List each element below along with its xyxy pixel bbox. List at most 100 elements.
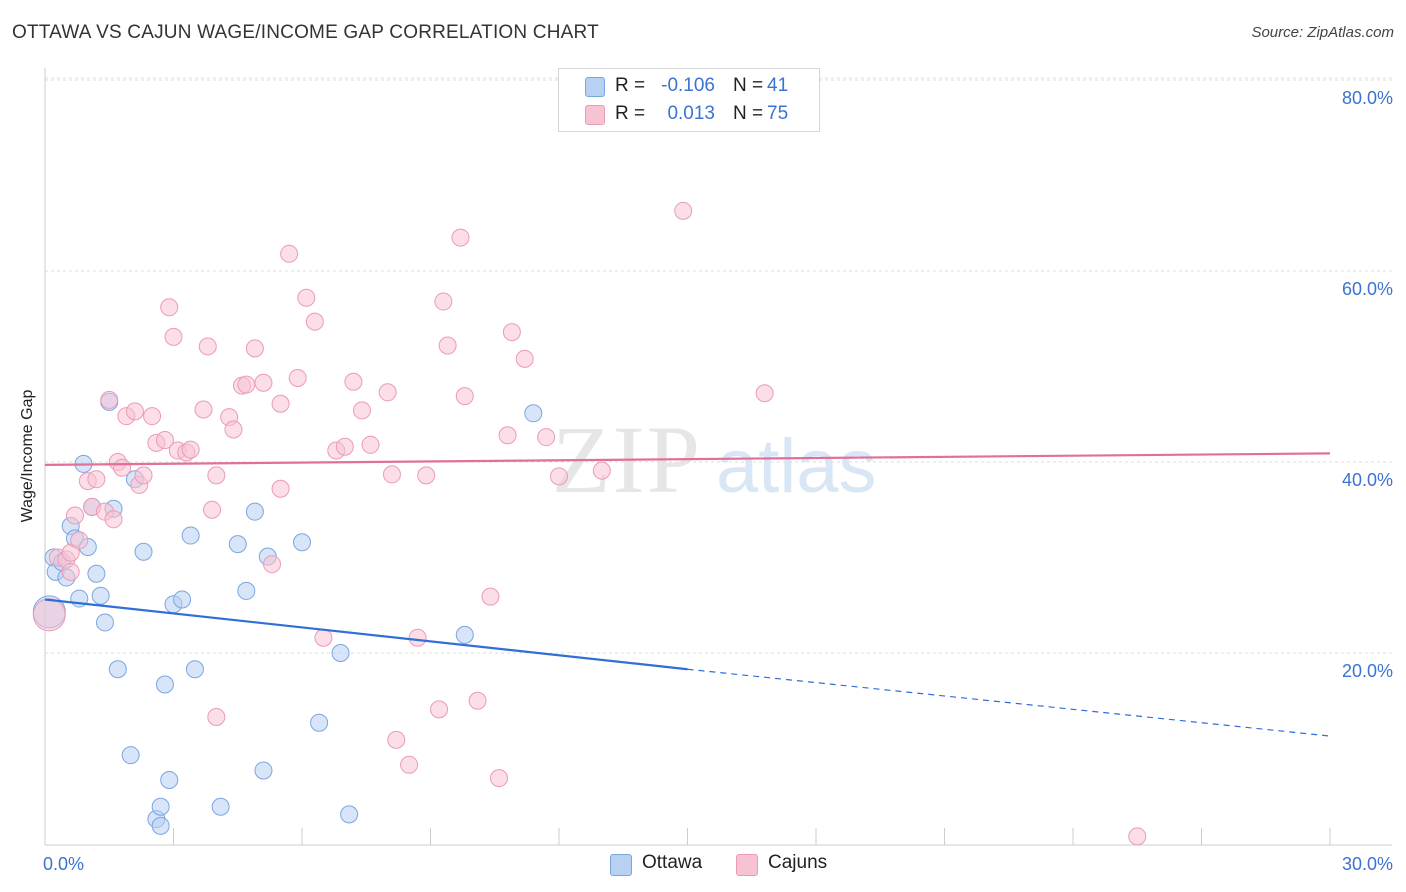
point-cajuns xyxy=(271,479,290,498)
point-ottawa xyxy=(151,797,170,816)
point-cajuns xyxy=(181,440,200,459)
point-cajuns xyxy=(134,466,153,485)
point-cajuns xyxy=(155,431,174,450)
legend-r-value: -0.106 xyxy=(661,75,715,96)
point-cajuns xyxy=(198,337,217,356)
point-cajuns xyxy=(61,543,80,562)
point-cajuns xyxy=(387,730,406,749)
point-cajuns xyxy=(335,437,354,456)
bottom-legend-swatch-cajuns xyxy=(736,854,758,876)
y-tick-label: 20.0% xyxy=(1342,661,1393,681)
point-cajuns xyxy=(254,373,273,392)
point-ottawa xyxy=(228,535,247,554)
point-cajuns xyxy=(65,506,84,525)
point-cajuns xyxy=(125,402,144,421)
point-cajuns xyxy=(305,312,324,331)
point-ottawa xyxy=(254,761,273,780)
x-tick-label: 30.0% xyxy=(1342,854,1393,874)
bottom-legend-label-ottawa: Ottawa xyxy=(642,852,703,873)
chart-title: OTTAWA VS CAJUN WAGE/INCOME GAP CORRELAT… xyxy=(12,22,599,43)
y-tick-label: 60.0% xyxy=(1342,279,1393,299)
point-cajuns xyxy=(207,707,226,726)
point-ottawa xyxy=(455,625,474,644)
point-ottawa xyxy=(173,590,192,609)
point-cajuns xyxy=(674,201,693,220)
point-ottawa xyxy=(91,586,110,605)
source-label: Source: ZipAtlas.com xyxy=(1251,24,1394,41)
point-cajuns xyxy=(498,426,517,445)
point-cajuns xyxy=(297,288,316,307)
legend-swatch-cajuns xyxy=(585,105,605,125)
x-tick-label: 0.0% xyxy=(43,854,84,874)
point-ottawa xyxy=(181,526,200,545)
point-cajuns xyxy=(537,428,556,447)
point-cajuns xyxy=(164,327,183,346)
point-cajuns xyxy=(263,555,282,574)
point-ottawa xyxy=(237,581,256,600)
axes: 20.0% 40.0% 60.0% 80.0% 0.0% 30.0% xyxy=(43,68,1393,874)
point-cajuns xyxy=(143,407,162,426)
trend-line-ottawa xyxy=(44,598,688,671)
point-cajuns xyxy=(468,691,487,710)
bottom-legend-swatch-ottawa xyxy=(610,854,632,876)
point-cajuns xyxy=(314,628,333,647)
bottom-legend-label-cajuns: Cajuns xyxy=(768,852,828,873)
point-ottawa xyxy=(340,805,359,824)
point-cajuns xyxy=(87,470,106,489)
point-cajuns xyxy=(104,510,123,529)
point-cajuns xyxy=(400,755,419,774)
point-ottawa xyxy=(108,660,127,679)
point-cajuns xyxy=(755,384,774,403)
trend-line-dashed-ottawa xyxy=(687,668,1331,737)
legend-n-label: N = xyxy=(733,103,764,124)
point-cajuns xyxy=(382,465,401,484)
point-cajuns xyxy=(271,394,290,413)
point-cajuns xyxy=(224,420,243,439)
point-cajuns xyxy=(481,587,500,606)
correlation-legend: R = -0.106 N = 41 R = 0.013 N = 75 xyxy=(558,68,820,132)
point-cajuns xyxy=(70,531,89,550)
point-ottawa xyxy=(160,771,179,790)
legend-r-label: R = xyxy=(615,75,646,96)
data-points xyxy=(32,71,1147,846)
point-cajuns xyxy=(113,458,132,477)
point-ottawa xyxy=(185,660,204,679)
watermark-atlas: atlas xyxy=(716,424,877,509)
point-cajuns xyxy=(32,598,66,632)
point-cajuns xyxy=(417,466,436,485)
point-cajuns xyxy=(245,339,264,358)
legend-r-label: R = xyxy=(615,103,646,124)
point-cajuns xyxy=(194,400,213,419)
point-ottawa xyxy=(151,816,170,835)
point-ottawa xyxy=(245,502,264,521)
point-ottawa xyxy=(524,404,543,423)
legend-r-value: 0.013 xyxy=(667,103,715,124)
trend-lines xyxy=(44,452,1331,737)
point-ottawa xyxy=(293,533,311,552)
point-cajuns xyxy=(378,383,397,402)
point-ottawa xyxy=(155,675,174,694)
point-cajuns xyxy=(361,435,380,454)
point-cajuns xyxy=(1128,827,1147,846)
legend-n-value: 75 xyxy=(767,103,789,124)
point-cajuns xyxy=(352,401,371,420)
trend-line-cajuns xyxy=(44,452,1331,466)
point-cajuns xyxy=(100,390,119,409)
point-cajuns xyxy=(592,461,611,480)
point-cajuns xyxy=(408,628,427,647)
point-ottawa xyxy=(87,564,106,583)
point-ottawa xyxy=(134,542,153,561)
legend-n-value: 41 xyxy=(767,75,789,96)
point-cajuns xyxy=(288,368,307,387)
legend-n-label: N = xyxy=(733,75,764,96)
point-cajuns xyxy=(451,228,470,247)
point-cajuns xyxy=(280,244,299,263)
point-cajuns xyxy=(61,562,80,581)
point-ottawa xyxy=(331,644,350,662)
point-cajuns xyxy=(438,336,457,355)
point-cajuns xyxy=(344,372,363,391)
point-ottawa xyxy=(95,613,114,632)
point-cajuns xyxy=(430,700,449,719)
point-cajuns xyxy=(203,500,222,519)
